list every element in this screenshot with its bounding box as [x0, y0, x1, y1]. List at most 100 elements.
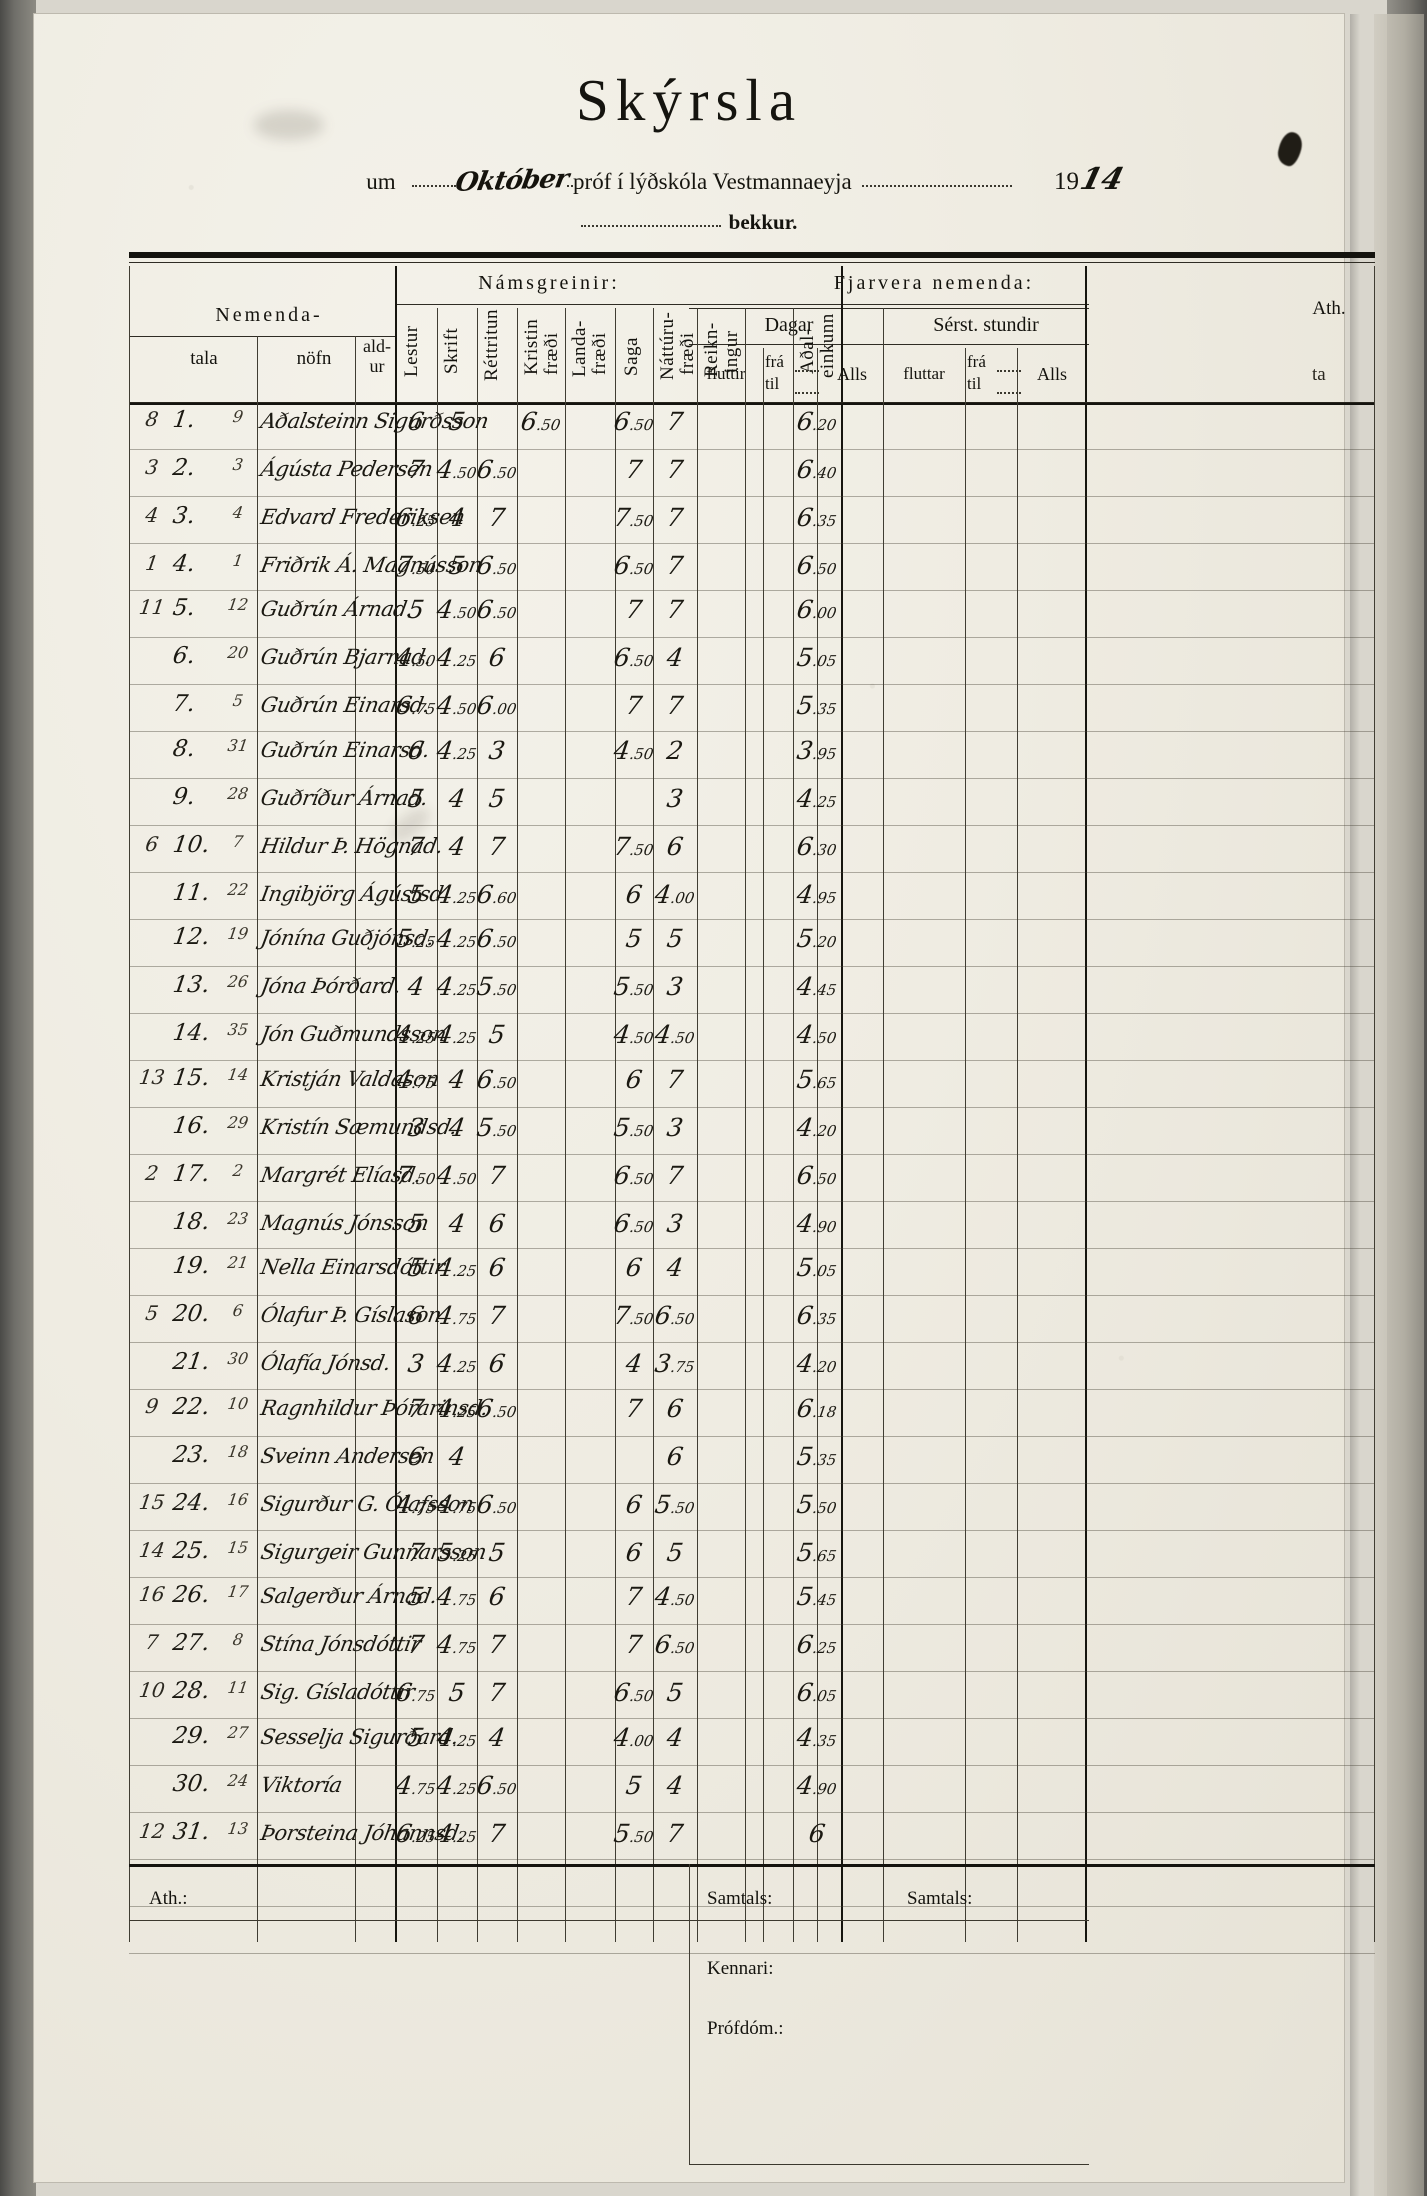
row-guide-line [129, 402, 1375, 403]
vrule-reikn [745, 308, 746, 1942]
year-line: 1914 [1054, 162, 1127, 197]
grade-rettritun: 6.60 [475, 879, 518, 909]
page-title: Skýrsla [576, 67, 802, 133]
row-number: 8. [171, 735, 197, 762]
dotted-fill [567, 185, 574, 187]
student-age: 6 [231, 1301, 245, 1320]
marginal-rank-number: 8 [143, 406, 161, 431]
grade-adal: 5.45 [795, 1582, 838, 1611]
grade-rettritun: 6 [487, 1208, 507, 1238]
row-number: 25. [171, 1537, 212, 1564]
student-age: 24 [226, 1770, 250, 1790]
row-number: 6. [171, 643, 197, 669]
grade-natturu: 3 [665, 1208, 685, 1238]
row-number: 12. [171, 924, 212, 950]
student-age: 9 [231, 406, 245, 426]
grade-natturu: 4 [665, 1253, 685, 1282]
grade-adal: 5.35 [795, 691, 838, 720]
footer-samtals-dagar: Samtals: [707, 1888, 773, 1909]
vrule-fra-alls-2 [1017, 348, 1018, 1942]
marginal-rank-number: 7 [143, 1630, 161, 1654]
student-age: 29 [226, 1112, 250, 1132]
row-guide-line [129, 731, 1375, 732]
row-number: 30. [171, 1770, 212, 1797]
student-age: 23 [226, 1208, 250, 1228]
vrule-skrift [477, 308, 478, 1942]
row-guide-line [129, 872, 1375, 873]
grade-adal: 6 [807, 1818, 827, 1848]
student-age: 3 [231, 454, 245, 474]
student-age: 20 [226, 643, 250, 662]
row-guide-line [129, 778, 1375, 779]
adjacent-page-edge [1374, 14, 1424, 2196]
grade-natturu: 7 [665, 454, 685, 484]
grade-adal: 6.35 [795, 1301, 838, 1330]
grade-adal: 3.95 [795, 735, 838, 765]
grade-rettritun: 7 [487, 1301, 507, 1330]
row-number: 9. [171, 783, 197, 810]
vrule-dagar-stundir [883, 308, 884, 1942]
grade-adal: 4.90 [795, 1208, 838, 1238]
grade-natturu: 4 [665, 1722, 685, 1752]
vrule-natturu [697, 308, 698, 1942]
grade-rettritun: 6.50 [475, 595, 518, 624]
row-guide-line [129, 1295, 1375, 1296]
vrule-fluttar-fra [965, 348, 966, 1942]
grade-adal: 6.40 [795, 454, 838, 484]
row-number: 1. [171, 406, 197, 433]
grade-rettritun: 7 [487, 1630, 507, 1659]
grade-rettritun: 7 [487, 1678, 507, 1707]
grade-adal: 5.20 [795, 924, 838, 953]
grade-adal: 5.65 [795, 1537, 838, 1567]
grade-natturu: 3 [665, 783, 685, 813]
row-guide-line [129, 1436, 1375, 1437]
row-guide-line [129, 1483, 1375, 1484]
vrule-fra-alls [817, 348, 818, 1942]
vrule-students-subjects [395, 266, 397, 1942]
row-guide-line [129, 1107, 1375, 1108]
grade-kristin: 6.50 [519, 406, 562, 436]
row-number: 16. [171, 1112, 212, 1139]
grade-natturu: 7 [665, 691, 685, 720]
col-header-til-stundir: til [967, 374, 982, 393]
row-guide-lines [129, 252, 1375, 1954]
grade-rettritun: 3 [487, 735, 507, 765]
grade-rettritun: 6.50 [475, 550, 518, 580]
row-number: 20. [171, 1301, 212, 1327]
col-header-alls-dagar: Alls [836, 364, 867, 384]
row-guide-line [129, 966, 1375, 967]
row-number: 14. [171, 1020, 212, 1046]
grade-adal: 4.50 [795, 1020, 838, 1049]
row-guide-line [129, 825, 1375, 826]
student-age: 7 [231, 831, 245, 851]
vrule-pre-adal [793, 308, 794, 1942]
student-name: Ólafía Jónsd. [258, 1351, 393, 1375]
grade-rettritun: 4 [487, 1722, 507, 1752]
row-guide-line [129, 496, 1375, 497]
footer-kennari-label: Kennari: [707, 1958, 774, 1979]
subtitle-rest: próf í lýðskóla Vestmannaeyja [573, 169, 852, 194]
grade-natturu: 3 [665, 1112, 685, 1142]
marginal-rank-number: 4 [143, 502, 161, 527]
students-rule [129, 336, 397, 337]
dotted-fill [795, 370, 819, 372]
grade-rettritun: 7 [487, 1818, 507, 1848]
student-age: 5 [231, 691, 245, 710]
handwritten-month: Október [452, 164, 571, 198]
grade-adal: 4.95 [795, 879, 838, 909]
header-bottom-rule [129, 402, 1375, 405]
footer-samtals-stundir: Samtals: [907, 1888, 973, 1909]
marginal-rank-number: 6 [143, 831, 161, 856]
footer-bottom-rule [689, 2164, 1089, 2165]
student-age: 28 [226, 783, 250, 803]
row-number: 27. [171, 1630, 212, 1656]
grade-rettritun: 6.50 [475, 1489, 518, 1519]
grade-rettritun: 6 [487, 1582, 507, 1611]
row-number: 19. [171, 1253, 212, 1279]
student-age: 8 [231, 1630, 245, 1649]
marginal-rank-number: 14 [137, 1537, 167, 1562]
grade-rettritun: 7 [487, 502, 507, 532]
row-guide-line [129, 684, 1375, 685]
grade-adal: 6.25 [795, 1630, 838, 1659]
grade-natturu: 2 [665, 735, 685, 765]
